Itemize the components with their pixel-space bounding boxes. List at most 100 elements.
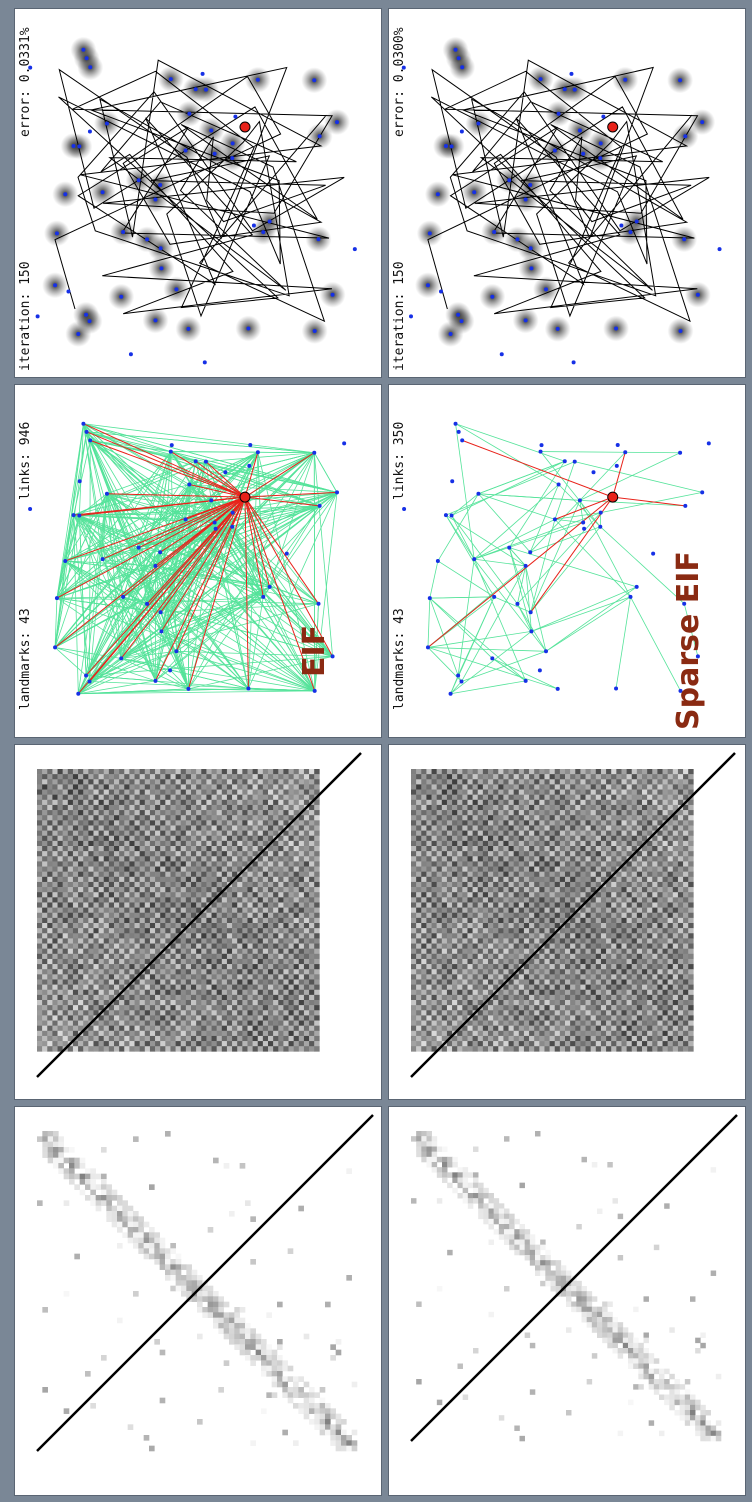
matrix-cell (565, 774, 571, 780)
matrix-cell (197, 1296, 203, 1302)
matrix-cell (170, 779, 176, 785)
matrix-cell (268, 964, 274, 970)
matrix-cell (606, 769, 612, 775)
matrix-cell (108, 825, 115, 831)
matrix-cell (226, 840, 233, 847)
matrix-cell (144, 871, 151, 878)
matrix-cell (114, 979, 120, 985)
landmark-point (450, 479, 455, 484)
matrix-cell (134, 1010, 140, 1016)
matrix-cell (114, 928, 120, 934)
matrix-cell (250, 1440, 256, 1446)
matrix-cell (518, 769, 525, 775)
matrix-cell (155, 840, 161, 847)
matrix-cell (493, 774, 499, 780)
matrix-cell (42, 974, 48, 980)
matrix-cell (42, 1015, 48, 1021)
matrix-cell (288, 861, 294, 867)
matrix-cell (83, 964, 89, 970)
matrix-cell (37, 1200, 43, 1206)
matrix-cell (314, 1015, 320, 1021)
matrix-cell (72, 846, 79, 852)
matrix-cell (255, 1355, 262, 1361)
matrix-cell (283, 851, 289, 857)
matrix-cell (201, 964, 207, 970)
landmark-link (155, 519, 186, 567)
matrix-cell (185, 1010, 192, 1016)
matrix-cell (298, 876, 305, 883)
matrix-cell (683, 769, 689, 775)
matrix-cell (232, 866, 238, 872)
landmark-point (529, 266, 534, 271)
matrix-cell (139, 897, 146, 903)
matrix-cell (266, 1365, 272, 1372)
matrix-cell (98, 815, 105, 821)
sparse-eif-map-canvas (401, 36, 722, 365)
matrix-cell (237, 804, 243, 811)
matrix-cell (278, 943, 284, 949)
matrix-cell (93, 933, 99, 939)
matrix-cell (78, 902, 84, 908)
matrix-cell (72, 923, 79, 929)
matrix-cell (498, 794, 504, 801)
matrix-cell (88, 794, 94, 801)
landmark-link (65, 512, 233, 562)
matrix-cell (72, 933, 79, 939)
matrix-cell (216, 933, 223, 939)
matrix-cell (268, 969, 274, 975)
matrix-cell (472, 769, 479, 775)
matrix-cell (114, 1000, 120, 1006)
eif-error-label: error: 0.0331% (18, 27, 33, 137)
matrix-cell (57, 979, 63, 985)
matrix-cell (221, 876, 228, 883)
landmark-link (106, 493, 161, 553)
landmark-link (138, 547, 249, 689)
matrix-cell (149, 804, 156, 811)
matrix-cell (196, 917, 202, 924)
matrix-cell (78, 923, 84, 929)
matrix-cell (544, 799, 550, 806)
matrix-cell (277, 1365, 283, 1372)
matrix-cell (283, 897, 289, 903)
matrix-cell (293, 923, 300, 929)
matrix-cell (421, 769, 427, 775)
matrix-cell (62, 815, 69, 821)
landmark-point (63, 558, 68, 563)
matrix-cell (534, 789, 540, 795)
matrix-cell (216, 1025, 223, 1032)
matrix-cell (298, 881, 305, 888)
matrix-cell (247, 958, 253, 965)
matrix-cell (129, 779, 135, 785)
matrix-cell (287, 1392, 294, 1398)
matrix-cell (57, 840, 63, 847)
matrix-cell (114, 871, 120, 878)
matrix-cell (53, 1136, 59, 1142)
matrix-cell (534, 774, 540, 780)
matrix-cell (149, 979, 156, 985)
matrix-cell (165, 784, 171, 790)
matrix-cell (273, 856, 279, 862)
landmark-link (262, 492, 338, 598)
matrix-cell (93, 769, 99, 775)
matrix-cell (88, 871, 94, 878)
matrix-cell (257, 846, 264, 852)
matrix-cell (149, 794, 156, 801)
matrix-cell (216, 1020, 223, 1026)
landmark-point (619, 223, 624, 228)
matrix-cell (93, 881, 99, 888)
matrix-cell (226, 1010, 233, 1016)
matrix-cell (67, 820, 74, 826)
matrix-cell (262, 1041, 269, 1047)
active-link (122, 496, 246, 598)
landmark-point (706, 441, 711, 446)
matrix-cell (191, 969, 197, 975)
matrix-cell (303, 1025, 310, 1032)
matrix-cell (216, 810, 223, 816)
matrix-cell (216, 984, 223, 991)
matrix-cell (108, 907, 115, 914)
matrix-cell (303, 871, 310, 878)
matrix-cell (262, 881, 269, 888)
matrix-cell (493, 810, 499, 816)
matrix-cell (196, 1041, 202, 1047)
matrix-cell (124, 1005, 130, 1011)
